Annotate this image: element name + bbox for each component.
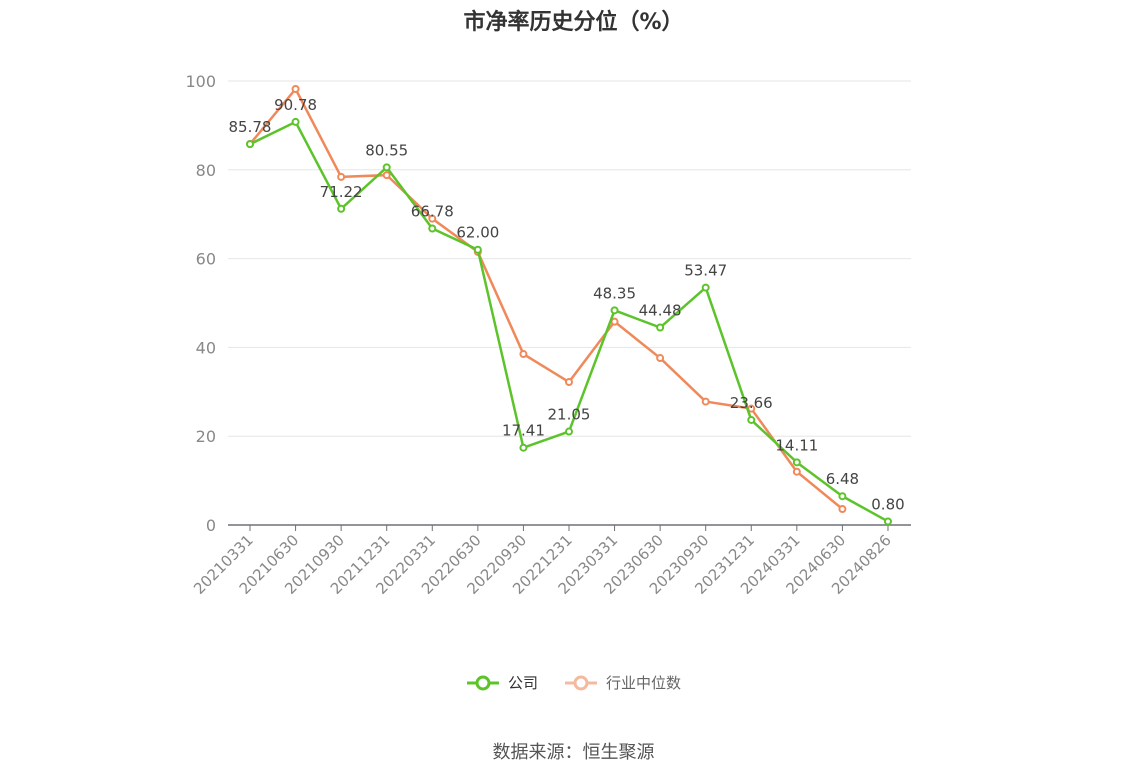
company-point bbox=[838, 492, 847, 501]
industry-median-point bbox=[792, 467, 801, 476]
y-tick-label: 60 bbox=[196, 250, 216, 269]
company-data-label: 17.41 bbox=[502, 422, 545, 440]
company-point bbox=[792, 458, 801, 467]
company-data-label: 71.22 bbox=[320, 183, 363, 201]
legend-company-icon bbox=[466, 675, 499, 690]
company-point bbox=[428, 224, 437, 233]
company-point bbox=[564, 427, 573, 436]
company-data-label: 66.78 bbox=[411, 202, 454, 220]
company-point bbox=[701, 283, 710, 292]
company-data-label: 21.05 bbox=[548, 406, 591, 424]
legend-industry-icon bbox=[565, 675, 597, 690]
chart-title: 市净率历史分位（%） bbox=[463, 10, 684, 35]
company-data-label: 80.55 bbox=[365, 141, 408, 159]
industry-median-series-line bbox=[249, 87, 844, 510]
industry-median-point bbox=[382, 171, 391, 180]
y-tick-label: 0 bbox=[206, 516, 216, 535]
industry-median-point bbox=[656, 354, 665, 363]
company-data-label: 62.00 bbox=[456, 224, 499, 242]
company-data-label: 23.66 bbox=[730, 394, 773, 412]
company-point bbox=[337, 204, 346, 213]
source-note: 数据来源：恒生聚源 bbox=[492, 742, 655, 763]
company-point bbox=[656, 323, 665, 332]
legend-company-label: 公司 bbox=[507, 674, 538, 692]
company-data-label: 0.80 bbox=[871, 495, 904, 513]
company-data-label: 44.48 bbox=[639, 302, 682, 320]
company-point bbox=[519, 443, 528, 452]
legend-item-company[interactable]: 公司 bbox=[466, 672, 538, 693]
axes: 0204060801002021033120210630202109302021… bbox=[185, 72, 911, 598]
y-tick-label: 100 bbox=[185, 72, 216, 91]
legend-industry-label: 行业中位数 bbox=[606, 674, 682, 692]
company-point bbox=[610, 306, 619, 315]
legend: 公司 行业中位数 bbox=[0, 672, 1147, 693]
company-data-label: 14.11 bbox=[775, 436, 818, 454]
company-point bbox=[883, 517, 892, 526]
industry-median-point bbox=[337, 172, 346, 181]
company-point bbox=[382, 163, 391, 172]
industry-median-point bbox=[610, 317, 619, 326]
industry-median-point bbox=[428, 214, 437, 223]
industry-median-point bbox=[291, 84, 300, 93]
industry-median-point bbox=[701, 397, 710, 406]
industry-median-point bbox=[564, 378, 573, 387]
legend-item-industry-median[interactable]: 行业中位数 bbox=[564, 672, 681, 693]
y-tick-label: 80 bbox=[196, 161, 216, 180]
y-tick-label: 20 bbox=[196, 427, 216, 446]
grid-lines bbox=[228, 80, 911, 437]
company-point bbox=[246, 140, 254, 149]
company-point bbox=[473, 245, 482, 254]
company-point bbox=[747, 415, 756, 424]
company-data-label: 90.78 bbox=[274, 96, 317, 114]
company-data-label: 53.47 bbox=[684, 262, 727, 280]
series-lines bbox=[246, 84, 892, 526]
company-point bbox=[291, 117, 300, 126]
industry-median-point bbox=[838, 505, 847, 514]
y-tick-label: 40 bbox=[196, 338, 216, 357]
company-data-label: 6.48 bbox=[826, 470, 859, 488]
company-data-label: 48.35 bbox=[593, 284, 636, 302]
industry-median-point bbox=[519, 350, 528, 359]
company-data-label: 85.78 bbox=[229, 118, 272, 136]
